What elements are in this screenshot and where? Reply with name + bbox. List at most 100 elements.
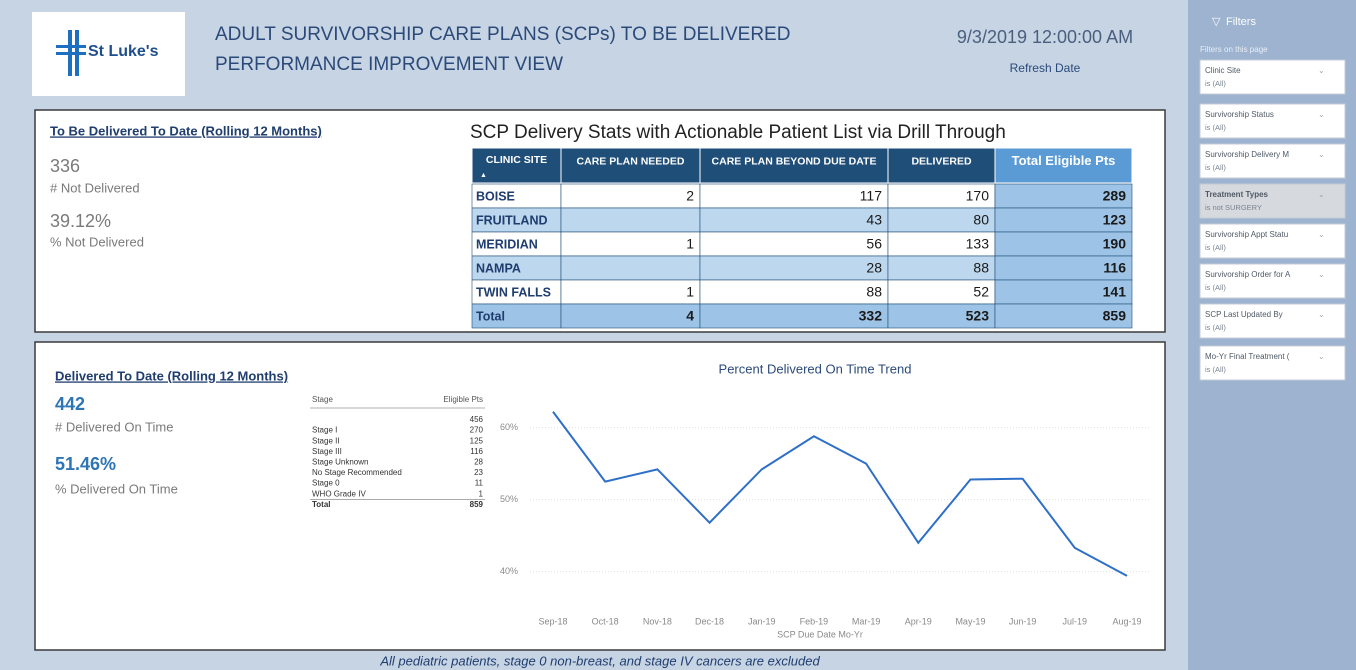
x-tick-label: Apr-19 [905, 616, 932, 626]
filter-card[interactable] [1199, 103, 1346, 139]
refresh-value: 9/3/2019 12:00:00 AM [957, 27, 1133, 47]
table-cell [994, 303, 1133, 329]
x-tick-label: Nov-18 [643, 616, 672, 626]
cell-value: 141 [1103, 284, 1127, 300]
filter-card[interactable] [1199, 303, 1346, 339]
table-cell [887, 183, 996, 209]
table-cell [699, 231, 889, 257]
stage-value: 859 [470, 500, 484, 509]
stage-value: 456 [470, 415, 484, 424]
column-header[interactable]: CARE PLAN BEYOND DUE DATE [712, 155, 877, 167]
stage-value: 270 [470, 426, 484, 435]
stage-label[interactable]: Stage II [312, 436, 340, 445]
filter-name[interactable]: Clinic Site [1205, 66, 1241, 75]
table-cell [887, 303, 996, 329]
table-cell [471, 207, 562, 233]
filter-condition: is (All) [1205, 365, 1226, 374]
filter-name[interactable]: Treatment Types [1205, 190, 1269, 199]
y-tick-label: 40% [500, 566, 518, 576]
filter-chevron[interactable]: ⌄ [1318, 110, 1325, 119]
table-cell [994, 231, 1133, 257]
filter-card[interactable] [1199, 143, 1346, 179]
header-cell [994, 147, 1133, 184]
cell-value: 123 [1103, 212, 1127, 228]
cell-value: 289 [1103, 188, 1127, 204]
filters: ▽ Filters Filters on this page Clinic Si… [1199, 16, 1346, 381]
filter-chevron[interactable]: ⌄ [1318, 190, 1325, 199]
stage-value: 23 [474, 468, 483, 477]
header-cell [560, 147, 701, 184]
x-tick-label: Jun-19 [1009, 616, 1037, 626]
row-label[interactable]: NAMPA [476, 261, 521, 275]
cell-value: 80 [973, 212, 989, 228]
row-label[interactable]: TWIN FALLS [476, 285, 551, 299]
filter-name[interactable]: Mo-Yr Final Treatment ( [1205, 352, 1290, 361]
row-label[interactable]: Total [476, 309, 505, 323]
stage-label[interactable]: Total [312, 500, 331, 509]
stage-value: 1 [479, 489, 484, 498]
filters-subtitle: Filters on this page [1200, 45, 1268, 54]
footnote: All pediatric patients, stage 0 non-brea… [379, 653, 820, 668]
column-header[interactable]: CARE PLAN NEEDED [577, 155, 685, 167]
table-cell [699, 207, 889, 233]
filter-condition: is (All) [1205, 243, 1226, 252]
column-header[interactable]: Total Eligible Pts [1012, 153, 1116, 168]
cell-value: 28 [866, 260, 882, 276]
filter-chevron[interactable]: ⌄ [1318, 310, 1325, 319]
stage-label[interactable]: WHO Grade IV [312, 489, 366, 498]
filter-chevron[interactable]: ⌄ [1318, 352, 1325, 361]
table-cell [560, 183, 701, 209]
filter-card[interactable] [1199, 223, 1346, 259]
x-tick-label: Mar-19 [852, 616, 881, 626]
trend-line [552, 411, 1128, 577]
filter-card[interactable] [1199, 345, 1346, 381]
filter-name[interactable]: Survivorship Delivery M [1205, 150, 1289, 159]
filter-name[interactable]: Survivorship Status [1205, 110, 1274, 119]
filter-chevron[interactable]: ⌄ [1318, 270, 1325, 279]
x-tick-label: Aug-19 [1112, 616, 1141, 626]
stage-label[interactable]: Stage III [312, 447, 342, 456]
filter-name[interactable]: Survivorship Order for A [1205, 270, 1291, 279]
kpi-value: 336 [50, 156, 80, 176]
line-chart: Percent Delivered On Time Trend SCP Due … [500, 361, 1150, 639]
row-label[interactable]: BOISE [476, 189, 515, 203]
stage-label[interactable]: Stage 0 [312, 479, 340, 488]
stage-label[interactable]: Stage I [312, 426, 337, 435]
section-title: To Be Delivered To Date (Rolling 12 Mont… [50, 123, 322, 138]
cell-value: 4 [686, 308, 694, 324]
cell-value: 133 [966, 236, 990, 252]
filters-title: Filters [1226, 16, 1256, 28]
table-cell [994, 183, 1133, 209]
stage-label[interactable]: Stage Unknown [312, 458, 368, 467]
x-tick-label: Jul-19 [1063, 616, 1088, 626]
filter-name[interactable]: SCP Last Updated By [1205, 310, 1283, 319]
table-cell [699, 279, 889, 305]
chart-title: Percent Delivered On Time Trend [719, 361, 912, 376]
title-line: PERFORMANCE IMPROVEMENT VIEW [215, 54, 563, 75]
filter-condition: is (All) [1205, 323, 1226, 332]
column-header[interactable]: DELIVERED [911, 155, 972, 167]
cell-value: 88 [973, 260, 989, 276]
row-label[interactable]: FRUITLAND [476, 213, 548, 227]
filter-chevron[interactable]: ⌄ [1318, 150, 1325, 159]
cell-value: 1 [686, 284, 694, 300]
filter-card[interactable] [1199, 59, 1346, 95]
filter-card[interactable] [1199, 183, 1346, 219]
stage-value: 28 [474, 458, 483, 467]
panel [34, 341, 1166, 651]
filter-name[interactable]: Survivorship Appt Statu [1205, 230, 1288, 239]
filter-condition: is (All) [1205, 123, 1226, 132]
column-header[interactable]: CLINIC SITE [486, 154, 547, 166]
cell-value: 116 [1103, 260, 1126, 276]
kpi-value: 39.12% [50, 211, 111, 231]
filter-chevron[interactable]: ⌄ [1318, 230, 1325, 239]
cell-value: 88 [866, 284, 882, 300]
filter-card[interactable] [1199, 263, 1346, 299]
cell-value: 332 [859, 308, 883, 324]
row-label[interactable]: MERIDIAN [476, 237, 538, 251]
table-cell [471, 303, 562, 329]
stage-label[interactable]: No Stage Recommended [312, 468, 402, 477]
filter-chevron[interactable]: ⌄ [1318, 66, 1325, 75]
